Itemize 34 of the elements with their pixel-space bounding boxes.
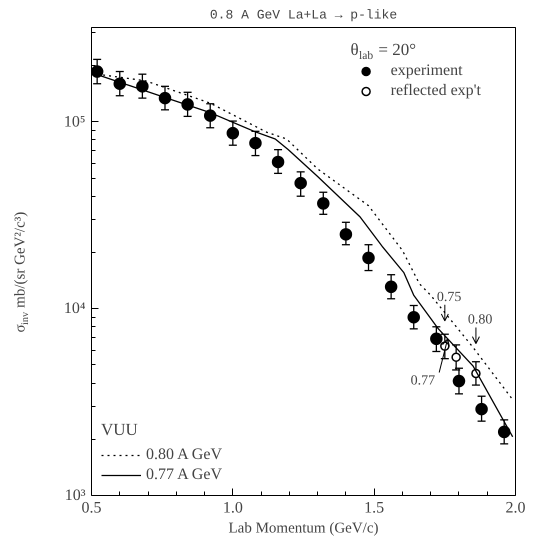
y-tick-label: 10⁴ (64, 300, 86, 318)
text: VUU (101, 420, 138, 439)
point (452, 374, 466, 388)
point (430, 332, 443, 346)
point (294, 176, 307, 190)
legend-label: experiment (390, 62, 463, 80)
point (475, 402, 488, 416)
point (249, 136, 262, 150)
x-tick-label: 1.0 (222, 500, 243, 516)
y-tick-label: 10⁵ (64, 113, 86, 130)
annotation: 0.80 (468, 312, 492, 328)
legend-label: 0.80 A GeV (146, 446, 222, 464)
point (226, 126, 240, 140)
annotation: 0.77 (410, 374, 436, 388)
legend-label: 0.77 A GeV (146, 466, 222, 484)
chart-title: 0.8 A GeV La+La → p-like (210, 8, 398, 22)
x-axis-title: Lab Momentum (GeV/c) (228, 520, 378, 536)
point (340, 228, 352, 241)
point (92, 65, 104, 78)
point (362, 252, 375, 264)
point (317, 197, 330, 210)
legend-label: reflected exp't (390, 82, 481, 100)
point (498, 426, 510, 438)
point (451, 352, 461, 362)
annotation: 0.75 (436, 290, 462, 305)
x-tick-label: 0.5 (82, 500, 102, 516)
point (204, 109, 216, 122)
point (272, 156, 284, 168)
x-tick-label: 2.0 (506, 500, 526, 516)
x-tick-label: 1.5 (364, 500, 384, 516)
point (384, 280, 398, 294)
point (136, 80, 149, 93)
point (407, 310, 420, 324)
y-axis-title: σinv mb/(sr GeV²/c³) (12, 212, 32, 332)
